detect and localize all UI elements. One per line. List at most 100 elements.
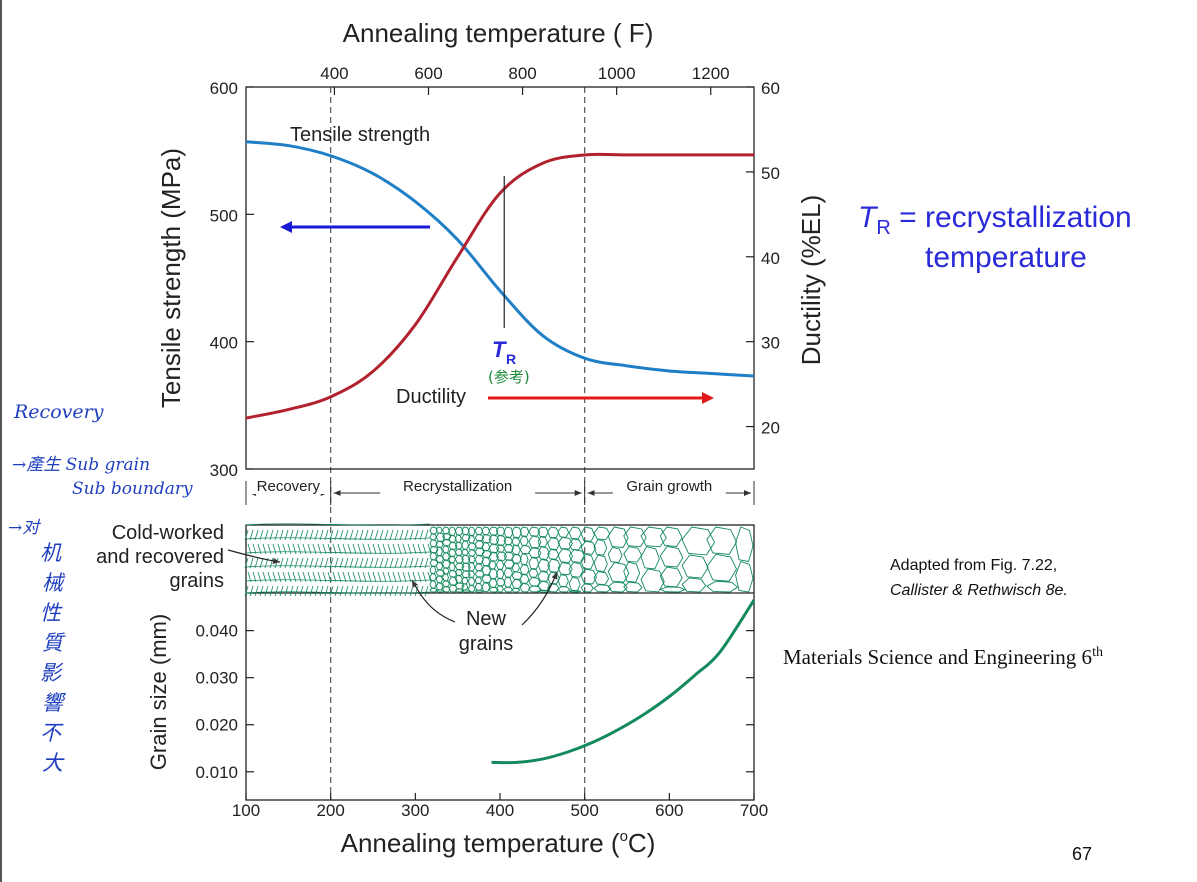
note-vertical-char: 大 [42,751,65,775]
deformed-grain-line [269,557,274,569]
grain-cell [488,568,498,580]
grain-cell [448,570,458,578]
deformed-grain-line [357,571,362,583]
grain-cell [442,586,451,593]
grain-cell [474,563,483,572]
caption-line1: Adapted from Fig. 7.22, [890,557,1058,574]
grain-cell [461,540,469,550]
deformed-grain-line [272,571,277,583]
grain-cell [623,561,641,583]
grain-cell [442,580,450,588]
deformed-grain-line [277,543,282,555]
grain-cell [568,576,581,592]
grain-cell [537,558,551,572]
grain-cell [503,567,513,578]
deformed-grain-line [302,543,307,555]
x-axis-title: Annealing temperature (oC) [341,828,656,858]
grain-cell [547,548,560,560]
deformed-grain-line [284,557,289,569]
deformed-grain-line [379,529,384,541]
grain-cell [429,539,438,548]
grain-cell [454,534,462,543]
grain-cell [454,569,463,576]
grain-cell [706,526,738,555]
grain-cell [481,526,491,536]
grain-cell [495,559,505,570]
grain-cell [442,567,450,575]
grain-cell [593,539,608,556]
grain-cell [442,545,450,554]
grain-cell [488,560,497,570]
grain-cell [461,577,469,585]
grain-cell [435,540,444,548]
grain-cell [442,559,451,569]
deformed-grain-line [402,543,407,555]
deformed-grain-line [342,571,347,583]
ductility-axis-arrowhead [702,392,714,404]
deformed-grain-line [394,557,399,569]
grain-cell [735,526,754,562]
deformed-grain-line [259,585,264,597]
grain-cell [429,552,438,561]
tr-annotation-subscript: R [506,351,516,367]
deformed-grain-line [369,585,374,597]
tensile-series-label: Tensile strength [290,124,430,146]
deformed-grain-line [304,557,309,569]
deformed-grain-line [379,557,384,569]
deformed-grain-line [309,529,314,541]
grain-cell [435,582,444,591]
deformed-grain-line [349,585,354,597]
grain-cell [537,526,549,538]
deformed-grain-line [244,585,249,597]
deformed-grain-line [347,543,352,555]
grain-cell [511,578,522,589]
deformed-grain-line [387,571,392,583]
grain-cell [474,526,484,536]
grain-band-boundary [245,523,431,526]
deformed-grain-line [369,529,374,541]
right-y-tick-label: 40 [761,249,780,268]
grain-cell [435,589,446,593]
deformed-grain-line [367,571,372,583]
top-x-tick-label: 1200 [692,64,730,83]
grain-cell [488,578,498,588]
deformed-grain-line [394,529,399,541]
deformed-grain-line [287,543,292,555]
deformed-grain-line [274,585,279,597]
note-tr-reference: (参考) [488,368,530,386]
grain-cell [474,576,483,584]
grain-cell [474,554,484,565]
deformed-grain-line [404,557,409,569]
grain-cell [503,536,513,546]
grain-cell [519,535,529,546]
reference-text: Materials Science and Engineering 6th [783,645,1103,670]
deformed-grain-line [402,571,407,583]
deformed-grain-line [399,529,404,541]
grain-y-tick-label: 0.020 [195,716,238,735]
grain-cell [429,546,439,554]
grain-cell [659,545,684,568]
reference-sup: th [1092,645,1103,660]
grain-band-boundary [245,579,431,582]
deformed-grain-line [287,571,292,583]
grain-cell [568,526,582,540]
grain-y-tick-label: 0.030 [195,669,238,688]
grain-cell [488,543,500,553]
deformed-grain-line [292,543,297,555]
grain-cell [528,547,542,558]
annealing-figure: 100 200 300 400 500 600 700 400 600 800 1000 1200 30… [8,18,826,858]
grain-cell [435,575,444,584]
deformed-grain-line [274,557,279,569]
grain-cell [580,526,595,542]
grain-cell [454,588,465,593]
deformed-grain-line [364,585,369,597]
grain-y-tick-label: 0.010 [195,763,238,782]
cold-worked-texture [244,523,432,597]
grain-cell [429,526,438,535]
grain-cell [448,526,457,536]
deformed-grain-line [279,585,284,597]
deformed-grain-line [362,543,367,555]
recrystallized-cells [429,526,754,593]
grain-cell [640,546,660,570]
deformed-grain-line [314,585,319,597]
